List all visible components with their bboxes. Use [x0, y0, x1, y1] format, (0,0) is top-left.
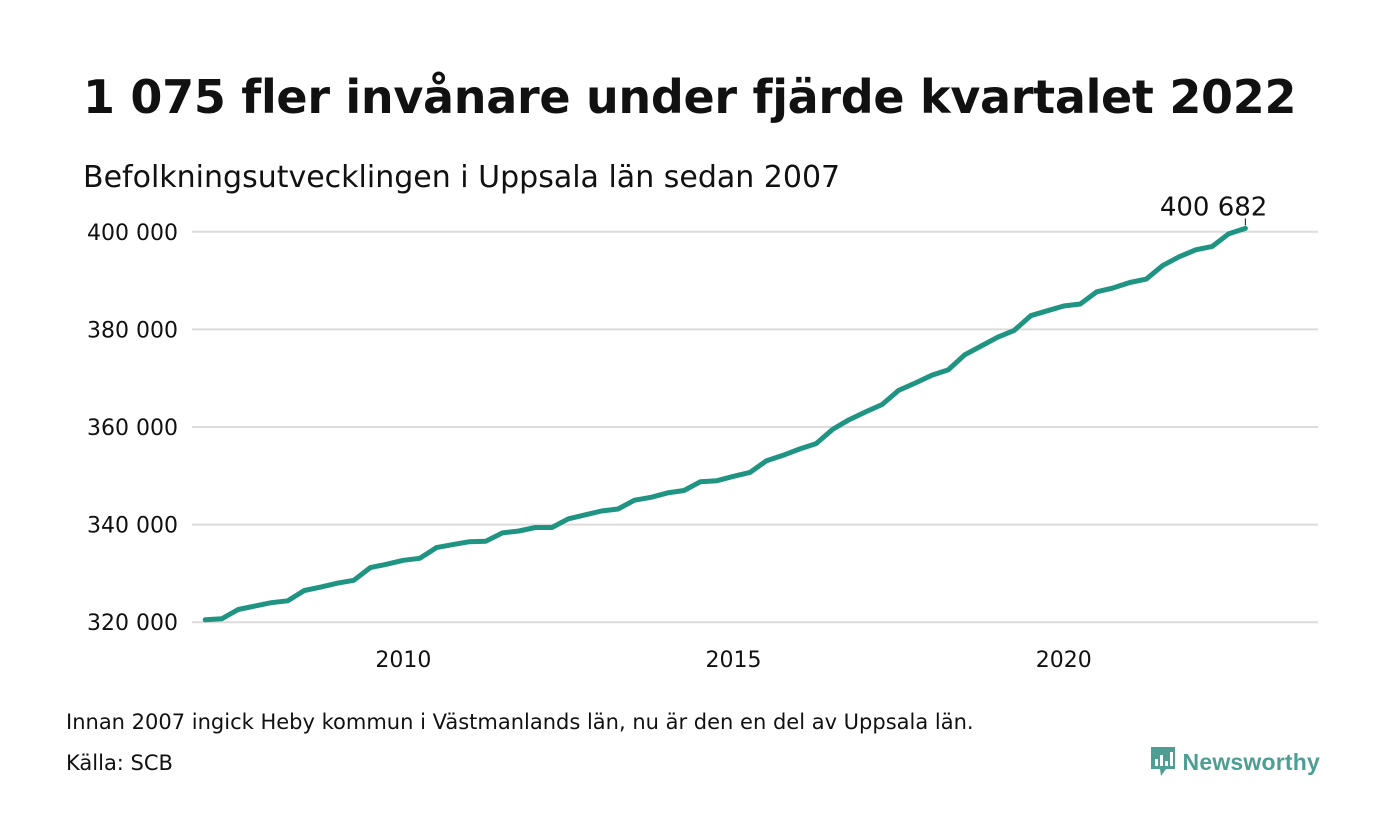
x-tick-label: 2015 — [706, 648, 762, 673]
y-tick-label: 320 000 — [87, 611, 178, 636]
x-tick-label: 2020 — [1036, 648, 1092, 673]
y-tick-label: 380 000 — [87, 318, 178, 343]
series-layer — [202, 225, 1248, 623]
last-value-label: 400 682 — [1160, 192, 1268, 222]
x-tick-label: 2010 — [375, 648, 431, 673]
newsworthy-chat-icon — [1150, 747, 1175, 776]
footnote: Innan 2007 ingick Heby kommun i Västmanl… — [66, 710, 974, 734]
chart-title: 1 075 fler invånare under fjärde kvartal… — [83, 70, 1297, 124]
brand-logo: Newsworthy — [1149, 745, 1320, 779]
y-tick-label: 340 000 — [87, 514, 178, 539]
chart-subtitle: Befolkningsutvecklingen i Uppsala län se… — [83, 160, 841, 195]
source-label: Källa: SCB — [66, 751, 173, 775]
line-chart: 320 000 340 000 360 000 380 000 400 000 2010… — [87, 192, 1318, 673]
annotation-layer: 400 682 — [1160, 192, 1268, 226]
y-tick-label: 360 000 — [87, 416, 178, 441]
y-axis-ticks: 320 000 340 000 360 000 380 000 400 000 — [87, 221, 178, 636]
x-axis-ticks: 2010 2015 2020 — [375, 648, 1091, 673]
series-line — [202, 225, 1248, 623]
y-tick-label: 400 000 — [87, 221, 178, 246]
gridlines — [192, 230, 1318, 624]
brand-name: Newsworthy — [1182, 748, 1320, 775]
